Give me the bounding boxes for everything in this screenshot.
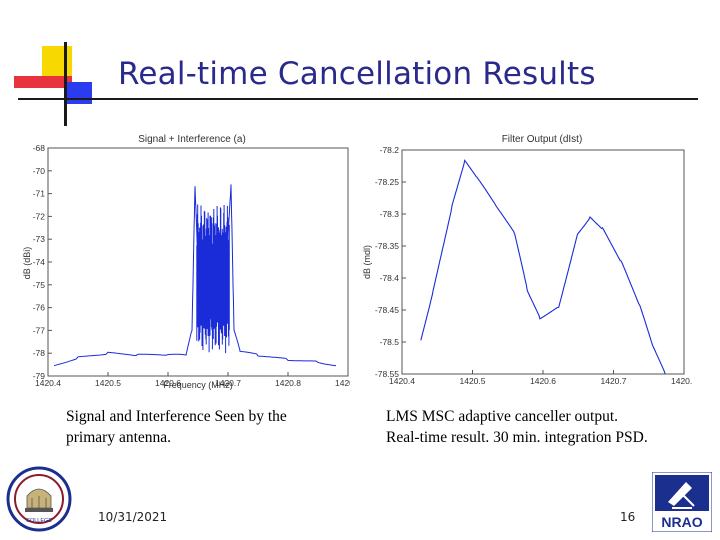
y-tick-label: -78.35 <box>375 241 399 251</box>
x-tick-label: 1420.7 <box>601 376 627 386</box>
y-tick-label: -70 <box>33 166 46 176</box>
y-tick-label: -78 <box>33 348 46 358</box>
accent-red-bar <box>14 76 72 88</box>
y-tick-label: -78.5 <box>380 337 400 347</box>
title-divider <box>18 98 698 100</box>
x-tick-label: 1420.8 <box>671 376 692 386</box>
left-caption: Signal and Interference Seen by the prim… <box>66 406 287 448</box>
x-tick-label: 1420.7 <box>215 378 241 388</box>
x-tick-label: 1420.9 <box>335 378 350 388</box>
right-caption-line2: Real-time result. 30 min. integration PS… <box>386 429 648 446</box>
x-tick-label: 1420.6 <box>155 378 181 388</box>
chart-title: Filter Output (dIst) <box>502 134 583 145</box>
nrao-text: NRAO <box>661 514 702 530</box>
x-tick-label: 1420.4 <box>389 376 415 386</box>
nrao-logo: NRAO <box>652 472 712 532</box>
y-tick-label: -79 <box>33 371 46 381</box>
chart-signal-interference: Signal + Interference (a) -68 -70 -71 -72 -7… <box>22 134 350 390</box>
y-axis-label: dB (dBi) <box>22 247 32 280</box>
accent-blue-square <box>66 82 92 104</box>
y-tick-label: -78.45 <box>375 305 399 315</box>
slide-title: Real-time Cancellation Results <box>118 56 596 92</box>
x-tick-label: 1420.4 <box>35 378 61 388</box>
y-tick-label: -71 <box>33 189 46 199</box>
y-tick-label: -78.2 <box>380 145 400 155</box>
chart-filter-output: Filter Output (dIst) -78.2 -78.25 -78.3 -78… <box>362 134 692 386</box>
plot-frame <box>401 149 685 375</box>
y-axis-label: dB (mdl) <box>362 245 372 279</box>
interference-burst <box>196 204 230 354</box>
output-trace <box>420 159 666 375</box>
y-tick-label: -72 <box>33 211 46 221</box>
x-tick-label: 1420.8 <box>275 378 301 388</box>
left-caption-line2: primary antenna. <box>66 429 172 446</box>
y-tick-label: -73 <box>33 234 46 244</box>
page-number: 16 <box>620 510 636 524</box>
accent-vertical-line <box>64 42 67 126</box>
right-caption-line1: LMS MSC adaptive canceller output. <box>386 408 619 425</box>
college-seal-logo: COLLEGE <box>6 466 72 532</box>
y-tick-label: -78.3 <box>380 209 400 219</box>
psd-trace <box>53 184 336 367</box>
right-caption: LMS MSC adaptive canceller output. Real-… <box>386 406 648 448</box>
y-tick-label: -78.55 <box>375 369 399 379</box>
x-tick-label: 1420.5 <box>460 376 486 386</box>
y-tick-label: -76 <box>33 303 46 313</box>
y-tick-label: -68 <box>33 143 46 153</box>
seal-text: COLLEGE <box>26 518 52 524</box>
x-axis-label: Frequency (MHz) <box>163 380 233 390</box>
interference-lines <box>196 204 230 354</box>
footer-date: 10/31/2021 <box>98 510 168 524</box>
y-tick-label: -78.4 <box>380 273 400 283</box>
x-tick-label: 1420.5 <box>95 378 121 388</box>
y-tick-label: -78.25 <box>375 177 399 187</box>
y-tick-label: -75 <box>33 280 46 290</box>
left-caption-line1: Signal and Interference Seen by the <box>66 408 287 425</box>
y-tick-label: -74 <box>33 257 46 267</box>
y-tick-label: -77 <box>33 325 46 335</box>
x-tick-label: 1420.6 <box>530 376 556 386</box>
chart-title: Signal + Interference (a) <box>138 134 246 145</box>
